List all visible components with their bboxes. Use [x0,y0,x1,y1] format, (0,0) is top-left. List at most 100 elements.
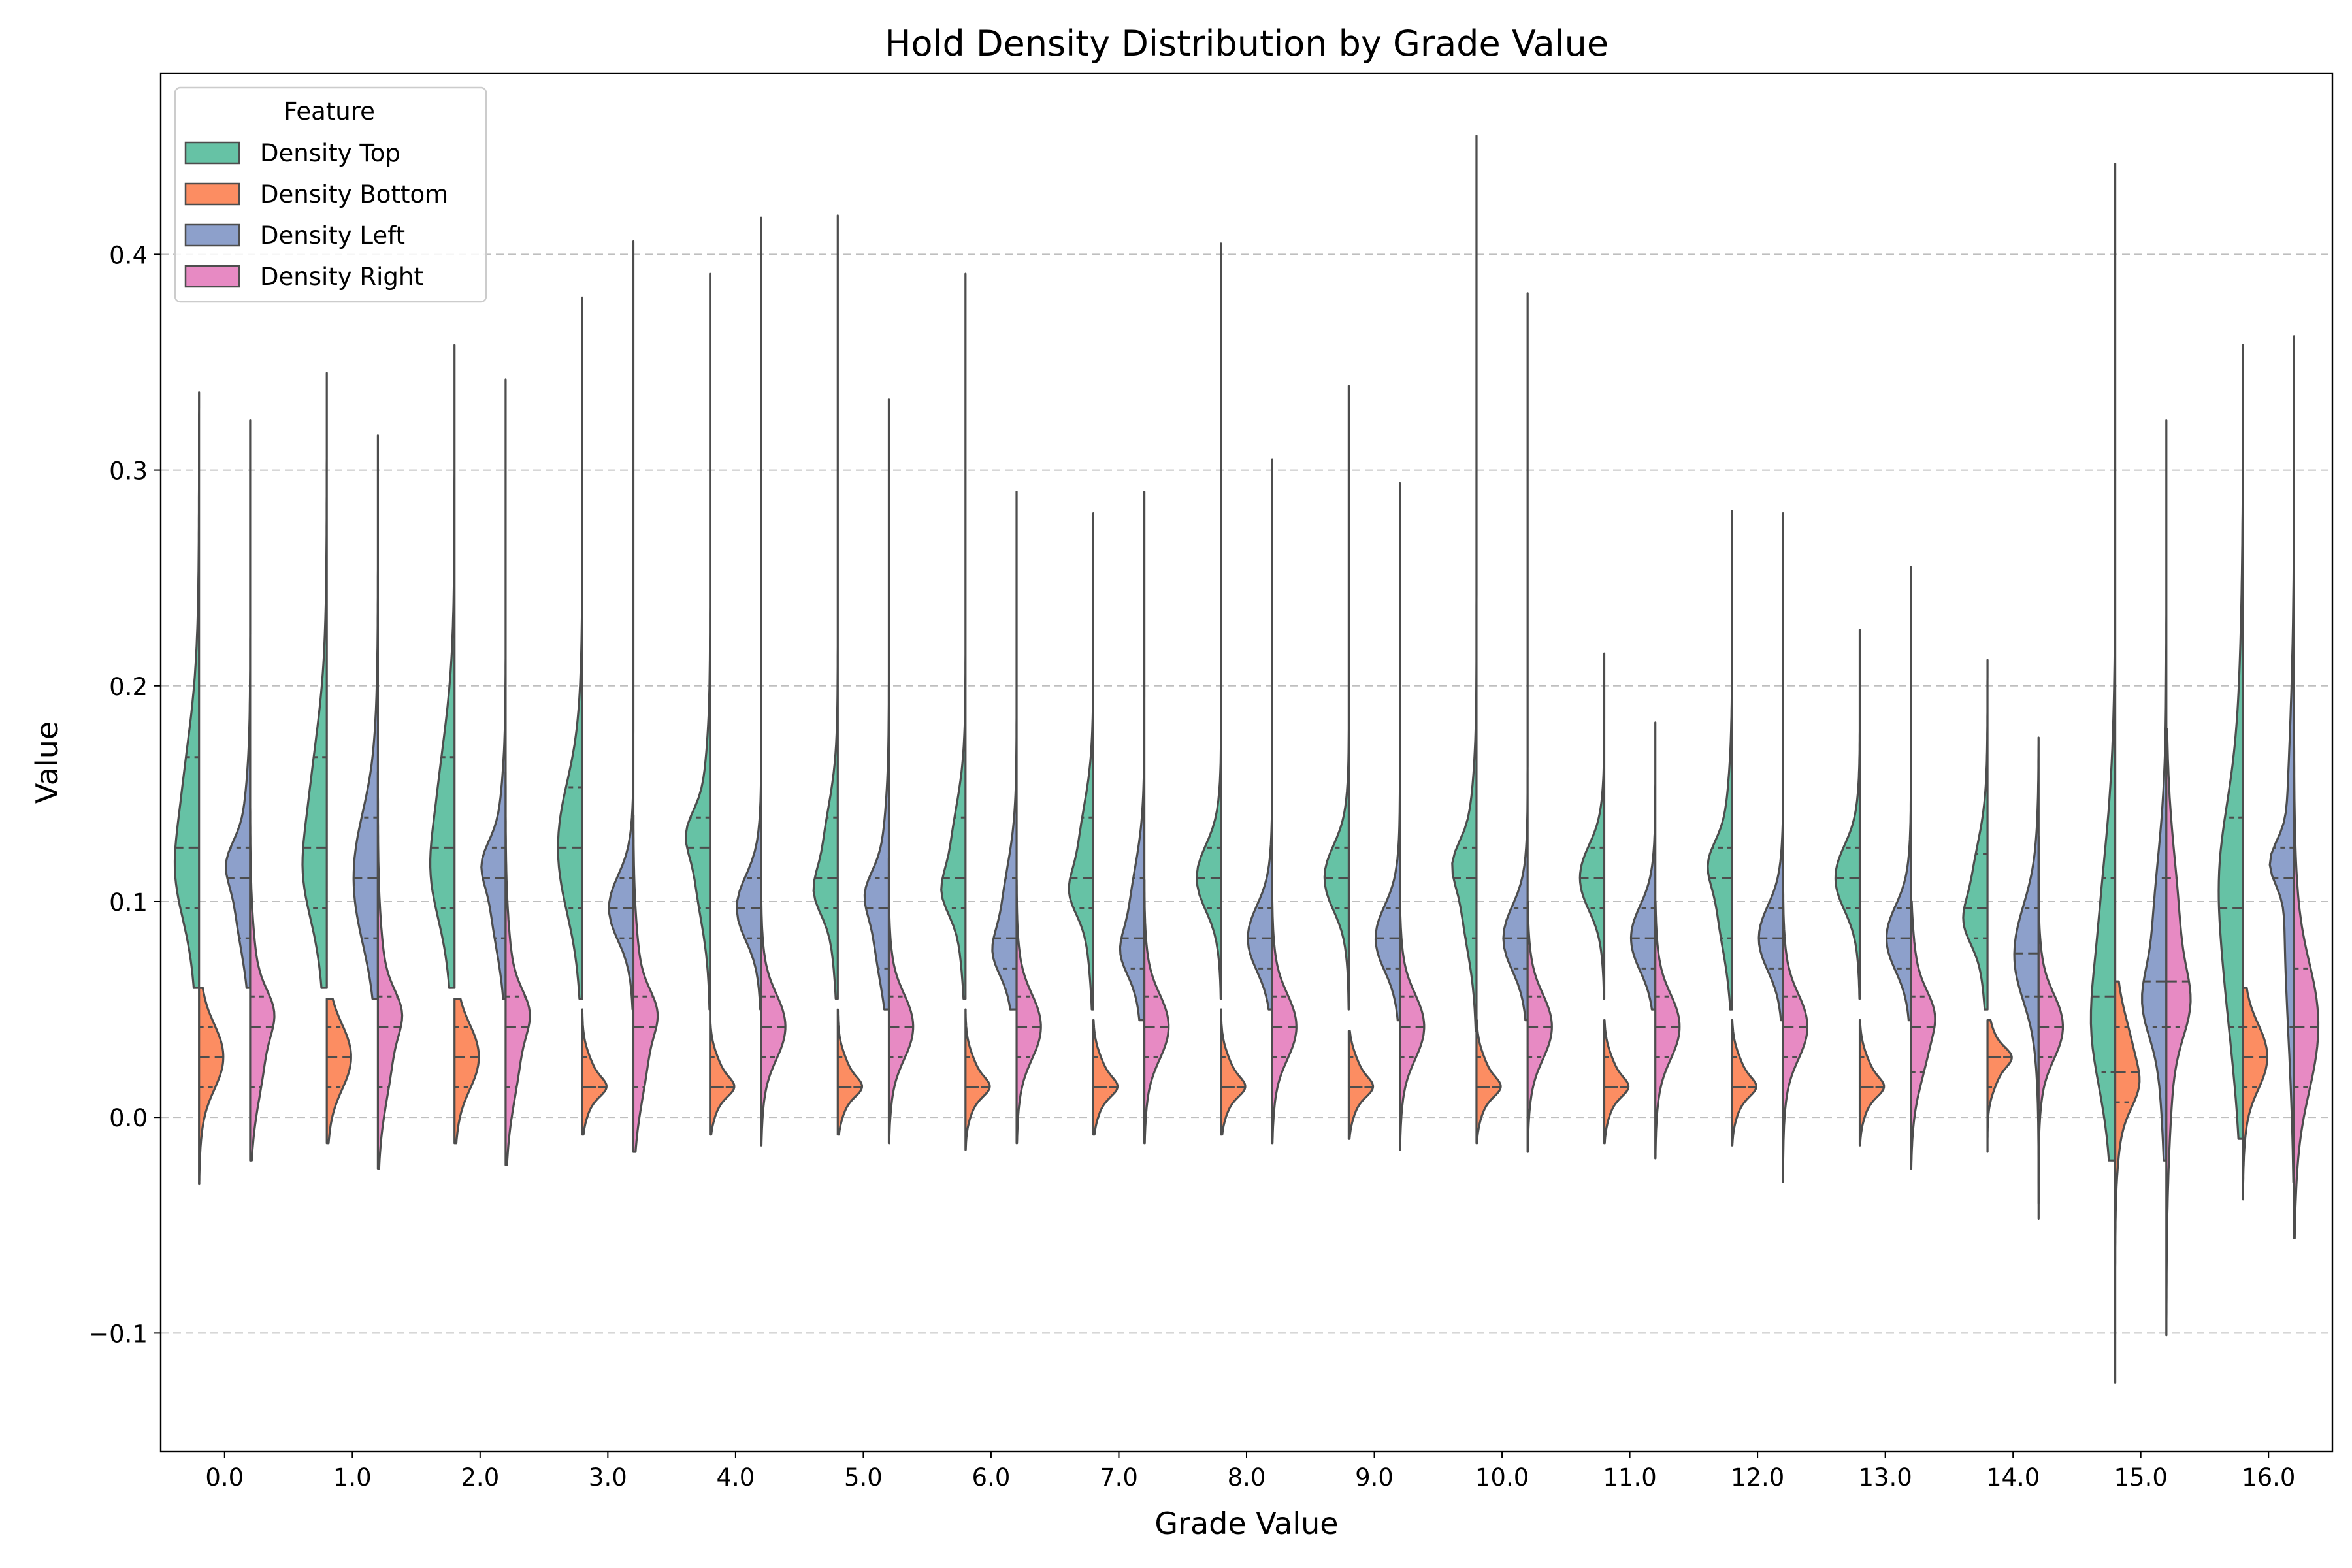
violin-density-bottom [836,1008,864,1136]
violin-density-top [2089,163,2117,1162]
legend-box [174,86,487,303]
violin-density-right [1143,879,1170,1145]
violin-density-right [1654,900,1681,1160]
violin-density-bottom [1347,1030,1375,1140]
y-tick-label: 0.3 [109,457,148,485]
violin-density-top [1834,629,1861,1000]
legend-title: Feature [284,97,375,125]
violin-density-right [632,814,659,1153]
y-tick-label: −0.1 [89,1320,148,1348]
legend-label: Density Right [260,263,423,291]
violin-density-top [429,344,456,989]
x-tick-label: 11.0 [1603,1463,1656,1492]
violin-density-bottom [1092,1019,1119,1136]
x-tick-label: 9.0 [1355,1463,1394,1492]
x-tick-label: 8.0 [1228,1463,1266,1492]
violin-density-top [1068,512,1094,1011]
violin-density-top [301,372,328,989]
violin-density-right [1526,900,1553,1153]
violin-density-right [2293,598,2320,1239]
violin-density-right [887,857,915,1145]
violin-density-left [991,490,1018,1011]
legend-label: Density Left [260,221,405,250]
violin-density-left [480,378,507,1000]
violin-density-bottom [964,1008,991,1151]
violin-density-left [736,216,762,1011]
violin-density-right [249,749,276,1162]
violin-density-top [173,391,201,989]
gridlines [161,253,2332,1334]
violin-group [173,135,2320,1384]
violin-density-right [1910,900,1936,1171]
violin-density-right [376,771,404,1171]
violin-density-top [812,214,839,1000]
x-axis-label: Grade Value [1154,1506,1338,1541]
legend-swatch [184,182,240,206]
x-tick-label: 6.0 [972,1463,1011,1492]
violin-density-bottom [2114,980,2141,1384]
x-tick-label: 1.0 [333,1463,372,1492]
legend-swatch [184,223,240,247]
x-tick-label: 3.0 [589,1463,627,1492]
violin-density-left [352,434,379,1000]
violin-density-left [1886,566,1912,1022]
violin-density-bottom [325,997,352,1145]
violin-density-top [1578,652,1606,1000]
legend-label: Density Bottom [260,180,448,208]
violin-density-bottom [581,1008,608,1136]
y-tick-label: 0.2 [109,673,148,701]
violin-density-left [2268,335,2295,1183]
violin-density-bottom [709,1008,736,1136]
x-tick-label: 4.0 [716,1463,755,1492]
violin-density-right [1271,879,1298,1145]
x-tick-label: 7.0 [1100,1463,1138,1492]
x-tick-label: 13.0 [1858,1463,1912,1492]
violin-density-right [760,836,787,1147]
violin-density-left [2141,419,2168,1162]
x-tick-label: 15.0 [2114,1463,2168,1492]
violin-density-right [2037,836,2064,1205]
legend-items: Density Top Density Bottom Density Left Den… [184,139,448,291]
violin-density-left [1502,292,1529,1022]
violin-density-bottom [1603,1019,1630,1145]
x-tick-label: 2.0 [461,1463,499,1492]
violin-density-bottom [1475,1019,1502,1145]
y-tick-label: 0.0 [109,1104,148,1132]
violin-density-top [685,272,711,1011]
x-axis: 0.0 1.0 2.0 3.0 4.0 5.0 6.0 7.0 8.0 9.0 10.0 11.0 12… [205,1452,2295,1492]
violin-density-top [1707,510,1733,1011]
violin-density-bottom [1731,1019,1757,1147]
x-tick-label: 16.0 [2242,1463,2295,1492]
violin-density-bottom [1220,1008,1247,1136]
violin-density-top [940,272,967,1000]
x-tick-label: 5.0 [844,1463,883,1492]
violin-density-left [1119,490,1146,1022]
violin-density-bottom [2242,987,2268,1201]
violin-density-bottom [1986,1019,2013,1153]
legend-swatch [184,265,240,288]
violin-density-right [504,771,531,1166]
violin-density-left [1374,482,1401,1022]
y-tick-label: 0.1 [109,889,148,917]
violin-density-right [1399,879,1426,1151]
violin-density-left [863,398,890,1011]
x-tick-label: 10.0 [1475,1463,1529,1492]
violin-density-left [225,419,252,989]
violin-density-left [1247,458,1273,1011]
y-axis: −0.1 0.0 0.1 0.2 0.3 0.4 [89,241,161,1348]
violin-density-top [1962,659,1989,1011]
x-tick-label: 12.0 [1731,1463,1784,1492]
violin-density-top [1323,385,1350,1011]
violin-density-bottom [453,997,480,1145]
violin-density-right [1015,879,1042,1145]
violin-density-left [608,240,635,1011]
violin-density-top [1451,135,1478,1032]
legend-label: Density Top [260,139,400,167]
violin-density-right [1782,879,1808,1183]
y-tick-label: 0.4 [109,241,148,269]
violin-density-right [2165,728,2192,1337]
violin-density-top [557,296,583,1000]
x-tick-label: 14.0 [1986,1463,2040,1492]
